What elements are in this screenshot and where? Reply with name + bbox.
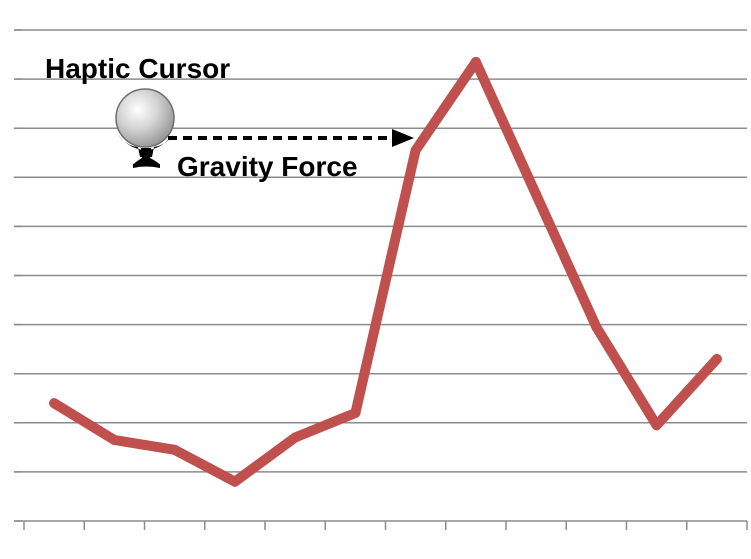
data-point (49, 398, 60, 409)
cursor-stand (133, 148, 160, 168)
data-point (531, 189, 542, 200)
cursor-sphere (115, 88, 175, 148)
data-point (169, 444, 180, 455)
data-point (591, 322, 602, 333)
data-point (711, 353, 722, 364)
data-point (229, 476, 240, 487)
haptic-cursor-icon (115, 88, 175, 168)
data-point (410, 145, 421, 156)
cursor-stand-neck (117, 134, 174, 157)
force-label: Gravity Force (177, 151, 358, 182)
series-layer (49, 56, 722, 487)
data-point (290, 432, 301, 443)
data-point (350, 407, 361, 418)
data-point (470, 56, 481, 67)
series-line (49, 56, 722, 487)
data-point (109, 434, 120, 445)
cursor-label: Haptic Cursor (45, 53, 230, 84)
axes (14, 29, 748, 530)
arrow-head (392, 129, 414, 147)
dashed-arrow-icon (168, 129, 414, 147)
data-point (651, 420, 662, 431)
